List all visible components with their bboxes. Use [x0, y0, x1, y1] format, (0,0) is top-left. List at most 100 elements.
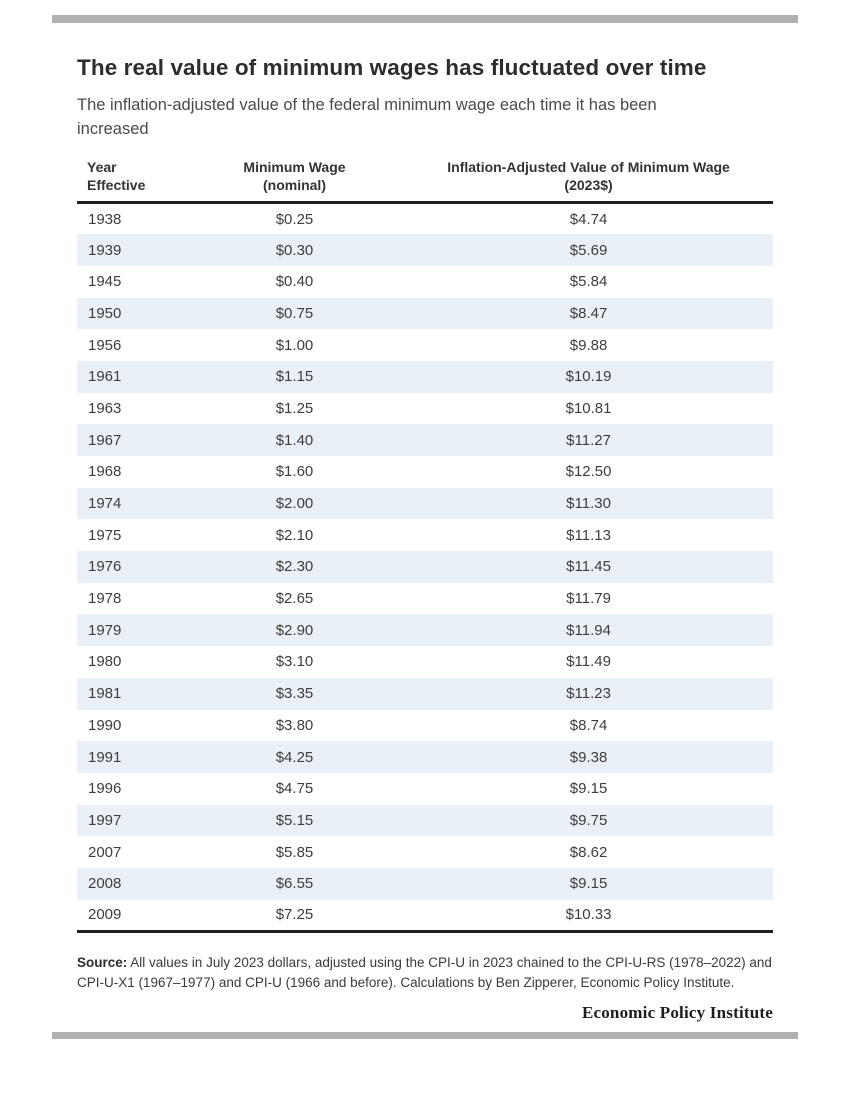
- column-header-real-value-line2: (2023$): [564, 177, 613, 193]
- table-row: 1968 $1.60 $12.50: [77, 456, 773, 488]
- column-header-year-line1: Year: [87, 159, 117, 175]
- nominal-wage-cell: $3.35: [275, 685, 314, 703]
- column-header-year-line2: Effective: [87, 177, 146, 193]
- nominal-wage-cell: $2.10: [275, 526, 314, 544]
- year-cell: 1997: [88, 811, 122, 829]
- inflation-adjusted-wage-cell: $11.30: [566, 495, 611, 513]
- column-header-real-value: Inflation-Adjusted Value of Minimum Wage…: [404, 158, 773, 204]
- year-cell: 1963: [88, 399, 122, 417]
- year-cell: 1979: [88, 621, 122, 639]
- nominal-wage-cell: $3.10: [275, 653, 314, 671]
- top-divider-bar: [52, 15, 798, 23]
- bottom-divider-bar: [52, 1031, 798, 1039]
- inflation-adjusted-wage-cell: $5.69: [569, 241, 608, 259]
- table-row: 1939 $0.30 $5.69: [77, 234, 773, 266]
- inflation-adjusted-wage-cell: $8.47: [569, 304, 608, 322]
- table-row: 1991 $4.25 $9.38: [77, 741, 773, 773]
- column-header-real-value-line1: Inflation-Adjusted Value of Minimum Wage: [447, 159, 730, 175]
- table-row: 1967 $1.40 $11.27: [77, 424, 773, 456]
- inflation-adjusted-wage-cell: $9.75: [569, 811, 608, 829]
- table-row: 1981 $3.35 $11.23: [77, 677, 773, 710]
- year-cell: 1996: [88, 780, 122, 798]
- year-cell: 1974: [88, 495, 122, 513]
- nominal-wage-cell: $0.30: [275, 241, 314, 259]
- table-row: 1963 $1.25 $10.81: [77, 393, 773, 425]
- inflation-adjusted-wage-cell: $9.88: [569, 336, 608, 354]
- table-row: 1997 $5.15 $9.75: [77, 804, 773, 837]
- nominal-wage-cell: $0.25: [275, 210, 314, 228]
- nominal-wage-cell: $4.75: [275, 780, 314, 798]
- year-cell: 1961: [88, 368, 122, 386]
- year-cell: 2008: [88, 875, 122, 893]
- inflation-adjusted-wage-cell: $4.74: [569, 210, 608, 228]
- column-header-year: Year Effective: [77, 158, 185, 204]
- year-cell: 1967: [88, 431, 122, 449]
- nominal-wage-cell: $0.75: [275, 304, 314, 322]
- year-cell: 2009: [77, 899, 185, 933]
- inflation-adjusted-wage-cell: $11.27: [566, 431, 611, 449]
- year-cell: 1980: [88, 653, 122, 671]
- figure-content: The real value of minimum wages has fluc…: [0, 52, 850, 1023]
- inflation-adjusted-wage-cell: $11.23: [566, 685, 611, 703]
- inflation-adjusted-wage-cell: $9.15: [569, 875, 608, 893]
- inflation-adjusted-wage-cell: $11.45: [566, 558, 611, 576]
- year-cell: 1939: [88, 241, 122, 259]
- column-header-nominal-line1: Minimum Wage: [243, 159, 346, 175]
- column-header-nominal-line2: (nominal): [262, 177, 326, 193]
- year-cell: 1976: [88, 558, 122, 576]
- nominal-wage-cell: $2.65: [275, 590, 314, 608]
- inflation-adjusted-wage-cell: $10.81: [565, 399, 612, 417]
- page-subtitle: The inflation-adjusted value of the fede…: [77, 96, 657, 138]
- year-cell: 1975: [88, 526, 122, 544]
- year-cell: 1981: [88, 685, 122, 703]
- source-label: Source:: [77, 954, 128, 970]
- year-cell: 1945: [88, 273, 122, 291]
- nominal-wage-cell: $1.00: [275, 336, 314, 354]
- source-text: All values in July 2023 dollars, adjuste…: [77, 954, 772, 990]
- source-note: Source: All values in July 2023 dollars,…: [77, 953, 773, 993]
- table-row: 1961 $1.15 $10.19: [77, 360, 773, 393]
- nominal-wage-cell: $1.15: [275, 368, 314, 386]
- nominal-wage-cell: $2.30: [275, 558, 314, 576]
- table-row: 1950 $0.75 $8.47: [77, 297, 773, 330]
- table-row: 1979 $2.90 $11.94: [77, 614, 773, 647]
- nominal-wage-cell: $6.55: [275, 875, 314, 893]
- table-row: 1980 $3.10 $11.49: [77, 646, 773, 678]
- table-row: 1976 $2.30 $11.45: [77, 551, 773, 583]
- table-row: 1990 $3.80 $8.74: [77, 710, 773, 742]
- inflation-adjusted-wage-cell: $10.33: [404, 899, 773, 933]
- nominal-wage-cell: $1.40: [275, 431, 314, 449]
- inflation-adjusted-wage-cell: $9.15: [569, 780, 608, 798]
- nominal-wage-cell: $4.25: [275, 748, 314, 766]
- year-cell: 1978: [88, 590, 122, 608]
- nominal-wage-cell: $1.25: [275, 399, 314, 417]
- inflation-adjusted-wage-cell: $9.38: [569, 748, 608, 766]
- table-row: 1996 $4.75 $9.15: [77, 773, 773, 805]
- inflation-adjusted-wage-cell: $11.94: [566, 621, 611, 639]
- table-row: 1938 $0.25 $4.74: [77, 203, 773, 235]
- table-row: 1956 $1.00 $9.88: [77, 329, 773, 361]
- table-row: 2009 $7.25 $10.33: [77, 899, 773, 933]
- table-body: 1938 $0.25 $4.74 1939 $0.30 $5.69 1945 $…: [77, 203, 773, 933]
- table-row: 1978 $2.65 $11.79: [77, 583, 773, 615]
- inflation-adjusted-wage-cell: $11.13: [566, 526, 611, 544]
- table-row: 1975 $2.10 $11.13: [77, 519, 773, 551]
- inflation-adjusted-wage-cell: $8.74: [569, 716, 608, 734]
- inflation-adjusted-wage-cell: $5.84: [569, 273, 608, 291]
- epi-wordmark: Economic Policy Institute: [581, 1002, 773, 1022]
- inflation-adjusted-wage-cell: $12.50: [565, 463, 612, 481]
- table-row: 2007 $5.85 $8.62: [77, 836, 773, 868]
- inflation-adjusted-wage-cell: $11.49: [566, 653, 611, 671]
- column-header-nominal: Minimum Wage (nominal): [184, 158, 405, 204]
- table-header: Year Effective Minimum Wage (nominal) In…: [77, 158, 773, 204]
- year-cell: 1956: [88, 336, 122, 354]
- table-row: 2008 $6.55 $9.15: [77, 867, 773, 900]
- nominal-wage-cell: $2.90: [275, 621, 314, 639]
- year-cell: 1990: [88, 716, 122, 734]
- nominal-wage-cell: $5.15: [275, 811, 314, 829]
- nominal-wage-cell: $1.60: [275, 463, 314, 481]
- nominal-wage-cell: $2.00: [275, 495, 314, 513]
- year-cell: 1950: [88, 304, 122, 322]
- nominal-wage-cell: $7.25: [184, 899, 405, 933]
